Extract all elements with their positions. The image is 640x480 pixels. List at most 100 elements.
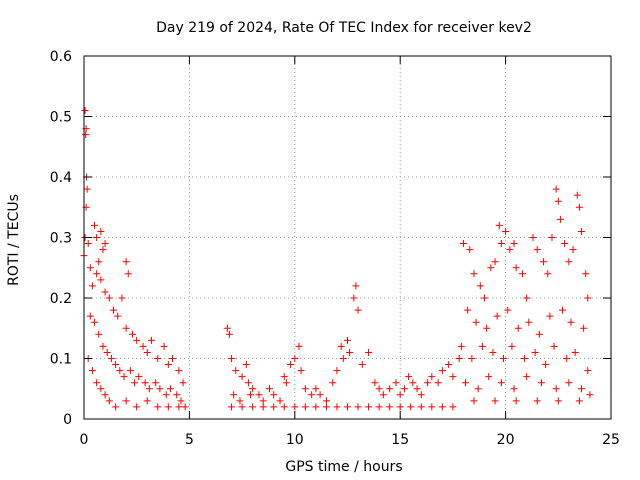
data-point [105,397,113,405]
data-point [282,379,290,387]
x-axis-title: GPS time / hours [285,459,402,475]
data-point [537,379,545,387]
data-point [510,385,518,393]
data-point [128,330,136,338]
data-point [548,234,556,241]
data-point [97,276,105,284]
data-point [413,385,421,393]
data-point [449,373,457,381]
data-point [238,373,246,381]
x-tick-label: 15 [391,432,409,448]
data-point [91,221,99,229]
data-point [424,379,432,387]
data-point [445,361,453,369]
data-point [316,391,324,399]
data-point [276,397,284,405]
data-point [280,403,288,411]
data-point [339,355,347,362]
data-point [122,397,130,405]
data-point [523,373,531,381]
y-tick-label: 0.3 [50,231,72,247]
y-tick-label: 0.2 [50,291,72,307]
data-point [82,131,90,139]
data-point [491,258,499,266]
x-tick-label: 5 [185,432,194,448]
data-point [577,385,585,393]
data-point [386,385,394,393]
data-point [120,373,128,381]
data-point [152,379,160,387]
data-point [228,355,236,362]
data-point [175,403,183,411]
data-point [154,355,162,362]
data-point [470,397,478,405]
data-point [417,391,425,399]
data-point [81,106,89,114]
data-point [575,203,583,211]
data-point [521,355,529,362]
data-point [329,379,337,387]
data-point [525,318,533,326]
data-point [396,403,404,411]
data-point [491,397,499,405]
x-tick-label: 0 [80,432,89,448]
data-point [546,312,554,320]
data-point [223,324,231,332]
tick-labels: 0 5 10 15 20 25 0 0.1 0.2 0.3 0.4 0.5 0.6 [50,49,620,448]
y-tick-label: 0 [63,412,72,428]
data-point [112,403,120,411]
data-point [428,403,436,411]
y-tick-label: 0.4 [50,170,72,186]
data-point [86,264,94,272]
data-point [122,324,130,332]
x-tick-label: 25 [602,432,620,448]
data-point [508,342,516,350]
data-point [470,270,478,278]
data-point [244,379,252,387]
data-point [386,403,394,411]
data-point [255,391,263,399]
data-point [133,403,141,411]
data-point [533,397,541,405]
data-point [101,391,109,399]
data-point [118,294,126,302]
data-point [512,264,520,272]
data-point [280,373,288,381]
data-point [124,270,132,278]
data-point [164,403,172,411]
data-point [266,385,274,393]
data-point [497,240,505,248]
data-point [270,391,278,399]
data-point [333,403,341,411]
data-point [371,379,379,387]
data-point [295,342,303,350]
data-point [169,355,177,362]
data-point [544,270,552,278]
data-point [291,403,299,411]
data-point [531,348,539,356]
data-point [103,348,111,356]
data-point [358,361,366,369]
y-tick-label: 0.6 [50,49,72,65]
data-point [83,185,91,193]
data-point [483,324,491,332]
data-point [502,227,510,235]
data-point [84,240,92,248]
data-point [333,367,341,375]
data-point [582,270,590,278]
data-point [344,403,351,411]
data-point [297,367,305,375]
data-point [242,361,250,369]
data-point [438,403,446,411]
data-points [80,106,594,411]
data-point [485,373,493,381]
data-point [322,403,330,411]
data-point [409,379,417,387]
data-point [110,306,118,314]
data-point [434,379,442,387]
data-point [563,355,571,362]
data-point [569,246,577,254]
data-point [164,361,172,369]
data-point [584,294,592,302]
